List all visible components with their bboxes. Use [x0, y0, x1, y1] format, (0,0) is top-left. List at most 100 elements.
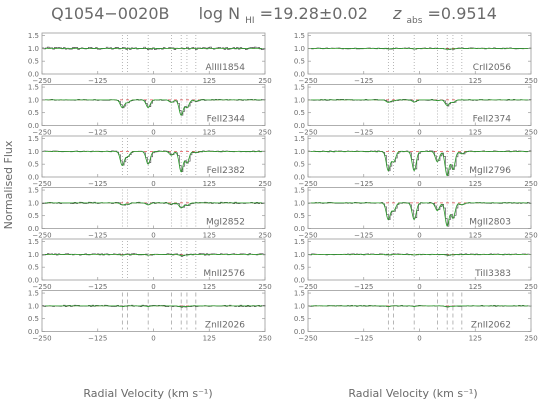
y-tick-label: 0.5 — [294, 212, 305, 220]
x-tick-label: −250 — [32, 180, 51, 188]
y-tick-label: 0.5 — [28, 212, 39, 220]
ion-label-feii2374: FeII2374 — [473, 115, 512, 125]
panel-mnii2576: 0.0 0.5 1.0 1.5 −250 −125 0 125 250 MnII2576 — [28, 238, 272, 291]
x-tick-label: 125 — [203, 283, 216, 291]
panel-feii2344: 0.0 0.5 1.0 1.5 −250 −125 0 125 250 FeII2344 — [28, 84, 272, 137]
x-tick-label: 125 — [469, 129, 482, 137]
x-tick-label: 250 — [258, 77, 271, 85]
x-tick-label: −250 — [32, 335, 51, 343]
y-tick-label: 0.0 — [28, 225, 39, 233]
y-tick-label: 1.5 — [28, 290, 39, 298]
y-tick-label: 0.0 — [294, 71, 305, 79]
x-tick-label: −125 — [88, 77, 107, 85]
panels-group: 0.00.51.01.5−250 −125 0 125 250AlIII18540.00… — [28, 32, 538, 342]
x-tick-label: 125 — [469, 77, 482, 85]
x-tick-label: 250 — [524, 232, 537, 240]
x-tick-label: −125 — [354, 283, 373, 291]
y-tick-label: 0.5 — [28, 109, 39, 117]
panel-znii2062: 0.0 0.5 1.0 1.5 −250 −125 0 125 250 ZnII2062 — [294, 290, 538, 343]
spectrum-data — [42, 99, 266, 116]
z-subscript: abs — [407, 16, 423, 26]
x-tick-label: 0 — [151, 283, 155, 291]
x-tick-label: 250 — [258, 129, 271, 137]
x-tick-label: 250 — [258, 180, 271, 188]
y-tick-label: 1.0 — [294, 199, 305, 207]
y-tick-label: 0.5 — [294, 161, 305, 169]
model-fit — [308, 254, 531, 256]
y-tick-label: 1.0 — [294, 251, 305, 259]
y-tick-label: 0.0 — [294, 328, 305, 336]
x-tick-label: −125 — [354, 232, 373, 240]
ion-label-feii2382: FeII2382 — [207, 166, 245, 176]
x-tick-label: −125 — [88, 335, 107, 343]
panel-aliii1854: 0.0 0.5 1.0 1.5 −250 −125 0 125 250 AlIII1854 — [28, 32, 272, 85]
x-tick-label: −250 — [298, 77, 317, 85]
x-tick-label: 0 — [417, 283, 421, 291]
panel-feii2374: 0.0 0.5 1.0 1.5 −250 −125 0 125 250 FeII2374 — [294, 84, 538, 137]
nhi-prefix: log N — [199, 4, 240, 23]
ion-label-mgi2852: MgI2852 — [206, 218, 245, 228]
x-axis-title-right: Radial Velocity (km s⁻¹) — [348, 387, 477, 400]
x-tick-label: −125 — [88, 129, 107, 137]
y-tick-label: 0.0 — [28, 328, 39, 336]
ion-label-crii2056: CrII2056 — [473, 63, 511, 73]
x-tick-label: 125 — [469, 335, 482, 343]
object-name: Q1054−0020B — [51, 4, 169, 23]
y-tick-label: 1.5 — [28, 32, 39, 40]
y-tick-label: 0.0 — [294, 277, 305, 285]
y-tick-label: 1.5 — [28, 84, 39, 92]
y-tick-label: 0.5 — [28, 264, 39, 272]
y-tick-label: 0.5 — [28, 315, 39, 323]
x-tick-label: 0 — [417, 129, 421, 137]
model-fit — [42, 202, 265, 209]
y-tick-label: 1.0 — [294, 148, 305, 156]
model-fit — [42, 99, 265, 116]
ion-label-feii2344: FeII2344 — [207, 115, 246, 125]
x-tick-label: 0 — [151, 180, 155, 188]
x-tick-label: 0 — [151, 77, 155, 85]
x-tick-label: 125 — [469, 283, 482, 291]
ion-label-tiii3383: TiII3383 — [474, 269, 511, 279]
ion-label-mgii2803: MgII2803 — [469, 218, 511, 228]
model-fit — [308, 151, 531, 177]
x-tick-label: 250 — [258, 232, 271, 240]
x-tick-label: 125 — [469, 180, 482, 188]
panel-tiii3383: 0.0 0.5 1.0 1.5 −250 −125 0 125 250 TiII3383 — [294, 238, 538, 291]
y-tick-label: 1.0 — [28, 199, 39, 207]
y-tick-label: 1.5 — [28, 238, 39, 246]
x-tick-label: 250 — [524, 283, 537, 291]
panel-znii2026: 0.0 0.5 1.0 1.5 −250 −125 0 125 250 ZnII2026 — [28, 290, 272, 343]
x-axis-title-left: Radial Velocity (km s⁻¹) — [83, 387, 212, 400]
x-tick-label: 0 — [151, 335, 155, 343]
x-tick-label: 0 — [417, 335, 421, 343]
z-value: =0.9514 — [428, 4, 497, 23]
panel-mgii2796: 0.0 0.5 1.0 1.5 −250 −125 0 125 250 MgII2796 — [294, 135, 538, 188]
y-tick-label: 1.5 — [294, 84, 305, 92]
y-tick-label: 1.0 — [28, 45, 39, 53]
model-fit — [42, 151, 265, 173]
panel-mgi2852: 0.0 0.5 1.0 1.5 −250 −125 0 125 250 MgI2852 — [28, 187, 272, 240]
panel-feii2382: 0.0 0.5 1.0 1.5 −250 −125 0 125 250 FeII2382 — [28, 135, 272, 188]
x-tick-label: −250 — [32, 129, 51, 137]
y-tick-label: 0.5 — [294, 58, 305, 66]
y-tick-label: 1.0 — [28, 148, 39, 156]
y-tick-label: 0.5 — [294, 315, 305, 323]
y-tick-label: 1.5 — [294, 238, 305, 246]
model-fit — [308, 305, 531, 308]
x-tick-label: −250 — [32, 232, 51, 240]
ion-label-aliii1854: AlIII1854 — [205, 63, 245, 73]
ion-label-mnii2576: MnII2576 — [203, 269, 245, 279]
spectrum-data — [308, 99, 532, 107]
x-tick-label: 250 — [524, 180, 537, 188]
model-fit — [308, 48, 531, 50]
x-tick-label: −125 — [88, 283, 107, 291]
model-fit — [42, 305, 265, 308]
y-tick-label: 0.0 — [28, 277, 39, 285]
y-tick-label: 0.0 — [294, 174, 305, 182]
x-tick-label: −250 — [298, 335, 317, 343]
x-tick-label: 0 — [417, 77, 421, 85]
y-tick-label: 1.5 — [294, 187, 305, 195]
x-tick-label: 125 — [203, 232, 216, 240]
x-tick-label: 0 — [151, 129, 155, 137]
y-tick-label: 1.0 — [28, 96, 39, 104]
